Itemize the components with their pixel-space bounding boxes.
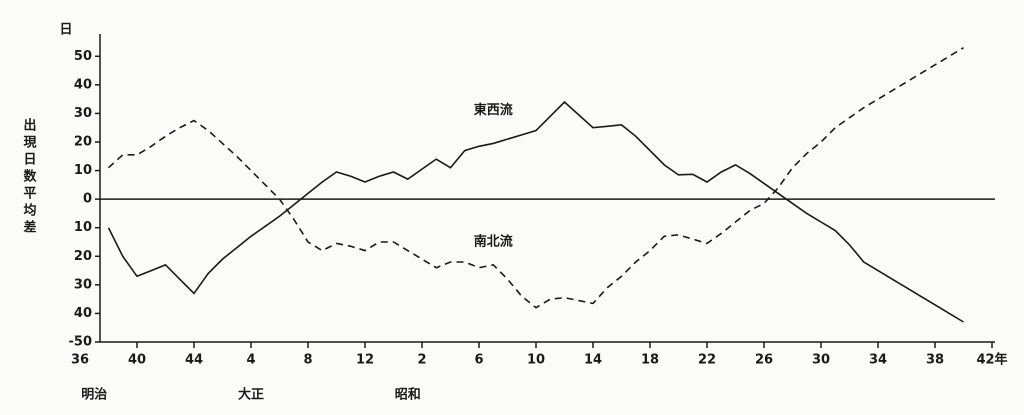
series-label: 東西流 xyxy=(474,102,513,118)
x-tick-label: 42年 xyxy=(976,352,1007,368)
y-tick-label: 20 xyxy=(74,249,92,264)
x-tick-label: 36 xyxy=(71,353,89,368)
y-tick-label: 0 xyxy=(83,192,92,207)
y-tick-label: 20 xyxy=(74,135,92,150)
x-tick-label: 38 xyxy=(926,353,944,368)
x-tick-label: 8 xyxy=(303,353,312,368)
x-tick-label: 22 xyxy=(698,353,716,368)
series-label: 南北流 xyxy=(474,234,513,250)
x-tick-label: 44 xyxy=(185,353,203,368)
x-tick-label: 26 xyxy=(755,353,773,368)
y-tick-label: -50 xyxy=(69,335,93,350)
x-tick-label: 6 xyxy=(474,353,483,368)
y-tick-label: 10 xyxy=(74,163,92,178)
series-line xyxy=(107,47,964,309)
x-tick-label: 2 xyxy=(417,353,426,368)
x-tick-label: 34 xyxy=(869,353,887,368)
y-tick-label: 40 xyxy=(74,77,92,92)
x-tick-label: 10 xyxy=(527,353,545,368)
x-tick-label: 14 xyxy=(584,353,602,368)
y-tick-label: 30 xyxy=(74,277,92,292)
y-axis-label: 出現日数平均差 xyxy=(21,117,37,237)
x-tick-label: 4 xyxy=(246,353,255,368)
series-line xyxy=(107,100,964,323)
era-label: 昭和 xyxy=(395,387,421,403)
y-tick-label: 10 xyxy=(74,220,92,235)
era-label: 明治 xyxy=(81,387,107,403)
y-unit: 日 xyxy=(59,23,72,38)
x-tick-label: 18 xyxy=(641,353,659,368)
y-tick-label: 40 xyxy=(74,306,92,321)
x-tick-label: 12 xyxy=(356,353,374,368)
era-label: 大正 xyxy=(238,387,264,403)
x-tick-label: 40 xyxy=(128,353,146,368)
x-tick-label: 30 xyxy=(812,353,830,368)
y-tick-label: 50 xyxy=(74,49,92,64)
y-tick-label: 30 xyxy=(74,106,92,121)
